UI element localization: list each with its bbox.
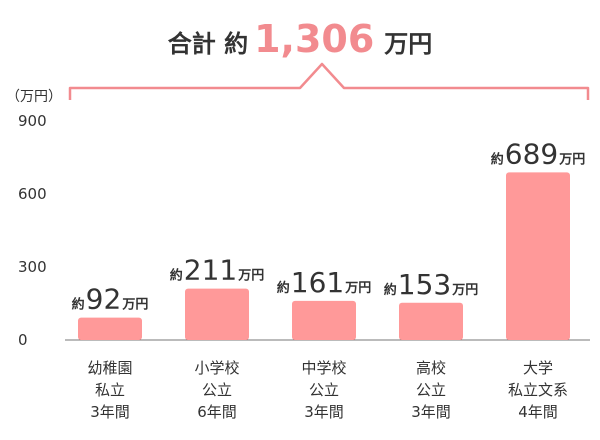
category-label-line: 6年間 <box>197 403 237 421</box>
category-label-line: 公立 <box>416 381 446 399</box>
category-label-line: 小学校 <box>194 359 239 377</box>
category-label-line: 3年間 <box>304 403 344 421</box>
bar-value-unit: 万円 <box>344 281 371 296</box>
bars-group <box>78 172 570 340</box>
total-value: 1,306 <box>254 17 374 61</box>
bar <box>78 317 142 340</box>
bar <box>506 172 570 340</box>
y-tick-label: 600 <box>18 185 47 203</box>
category-label-line: 私立文系 <box>508 381 568 399</box>
category-label-line: 幼稚園 <box>87 359 132 377</box>
bar-value-prefix: 約 <box>72 297 85 313</box>
bar-value-prefix: 約 <box>277 280 290 296</box>
bar-value-unit: 万円 <box>121 298 148 313</box>
bar-value-label: 約689万円 <box>491 137 585 170</box>
bar-value-unit: 万円 <box>237 269 264 284</box>
bar-value-prefix: 約 <box>384 282 397 298</box>
category-label-line: 中学校 <box>301 359 346 377</box>
bar <box>185 288 249 340</box>
total-heading: 合計 約 1,306 万円 <box>168 17 433 61</box>
bar-value-unit: 万円 <box>558 152 585 167</box>
category-label-line: 4年間 <box>518 403 558 421</box>
category-label-line: 私立 <box>95 381 125 399</box>
bar-value-number: 153 <box>398 268 451 301</box>
y-axis-ticks: 0 300 600 900 <box>18 112 47 349</box>
category-label-line: 大学 <box>523 359 553 377</box>
category-label-line: 高校 <box>416 359 446 377</box>
category-label-line: 3年間 <box>411 403 451 421</box>
total-prefix: 合計 約 <box>168 30 248 58</box>
bar-value-label: 約153万円 <box>384 268 478 301</box>
bar-value-label: 約211万円 <box>170 254 264 287</box>
category-label-line: 公立 <box>202 381 232 399</box>
category-label-line: 公立 <box>309 381 339 399</box>
y-tick-label: 0 <box>18 331 28 349</box>
bar-value-number: 689 <box>505 137 558 170</box>
bar-value-number: 92 <box>86 283 122 316</box>
total-bracket <box>68 62 590 100</box>
bar-value-label: 約92万円 <box>72 283 149 316</box>
bar-value-prefix: 約 <box>170 268 183 284</box>
total-unit: 万円 <box>384 30 432 58</box>
bar-value-number: 211 <box>184 254 237 287</box>
y-tick-label: 900 <box>18 112 47 130</box>
bar-value-unit: 万円 <box>451 283 478 298</box>
y-axis-unit: （万円） <box>6 89 62 105</box>
y-tick-label: 300 <box>18 258 47 276</box>
bar-value-label: 約161万円 <box>277 266 371 299</box>
bar <box>292 300 356 340</box>
bar-value-prefix: 約 <box>491 151 504 167</box>
bar-value-number: 161 <box>291 266 344 299</box>
bar <box>399 302 463 340</box>
category-label-line: 3年間 <box>90 403 130 421</box>
